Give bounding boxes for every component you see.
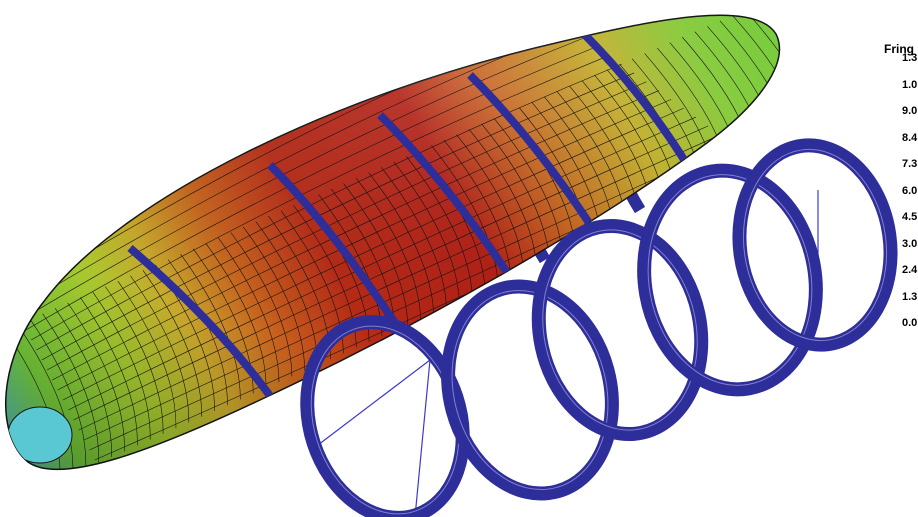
legend-value: 1.3 — [902, 52, 918, 64]
legend-value: 7.3 — [902, 158, 918, 170]
fringe-legend: Fring 1.3 1.0 9.0 8.4 7.3 6.0 4.5 3.0 2.4 1.3 0.0 — [880, 38, 918, 338]
frame-ring — [637, 163, 823, 397]
frame-ring — [742, 148, 888, 342]
frame-ring — [441, 279, 619, 501]
legend-value: 1.3 — [902, 290, 918, 303]
legend-value: 9.0 — [902, 105, 918, 117]
legend-value: 6.0 — [902, 184, 918, 197]
legend-value: 0.0 — [902, 317, 918, 329]
legend-value: 1.0 — [902, 78, 918, 91]
legend-title: Fring — [884, 42, 914, 56]
frame-ring — [451, 289, 609, 491]
legend-value: 2.4 — [902, 264, 918, 276]
legend-value: 4.5 — [902, 211, 918, 223]
frame-ring — [531, 218, 709, 442]
frame-ring — [542, 229, 698, 431]
legend-value: 3.0 — [902, 237, 918, 250]
frame-rings — [300, 138, 898, 517]
frame-ring — [732, 138, 898, 352]
legend-value: 8.4 — [902, 131, 918, 144]
frame-ring — [647, 174, 813, 386]
